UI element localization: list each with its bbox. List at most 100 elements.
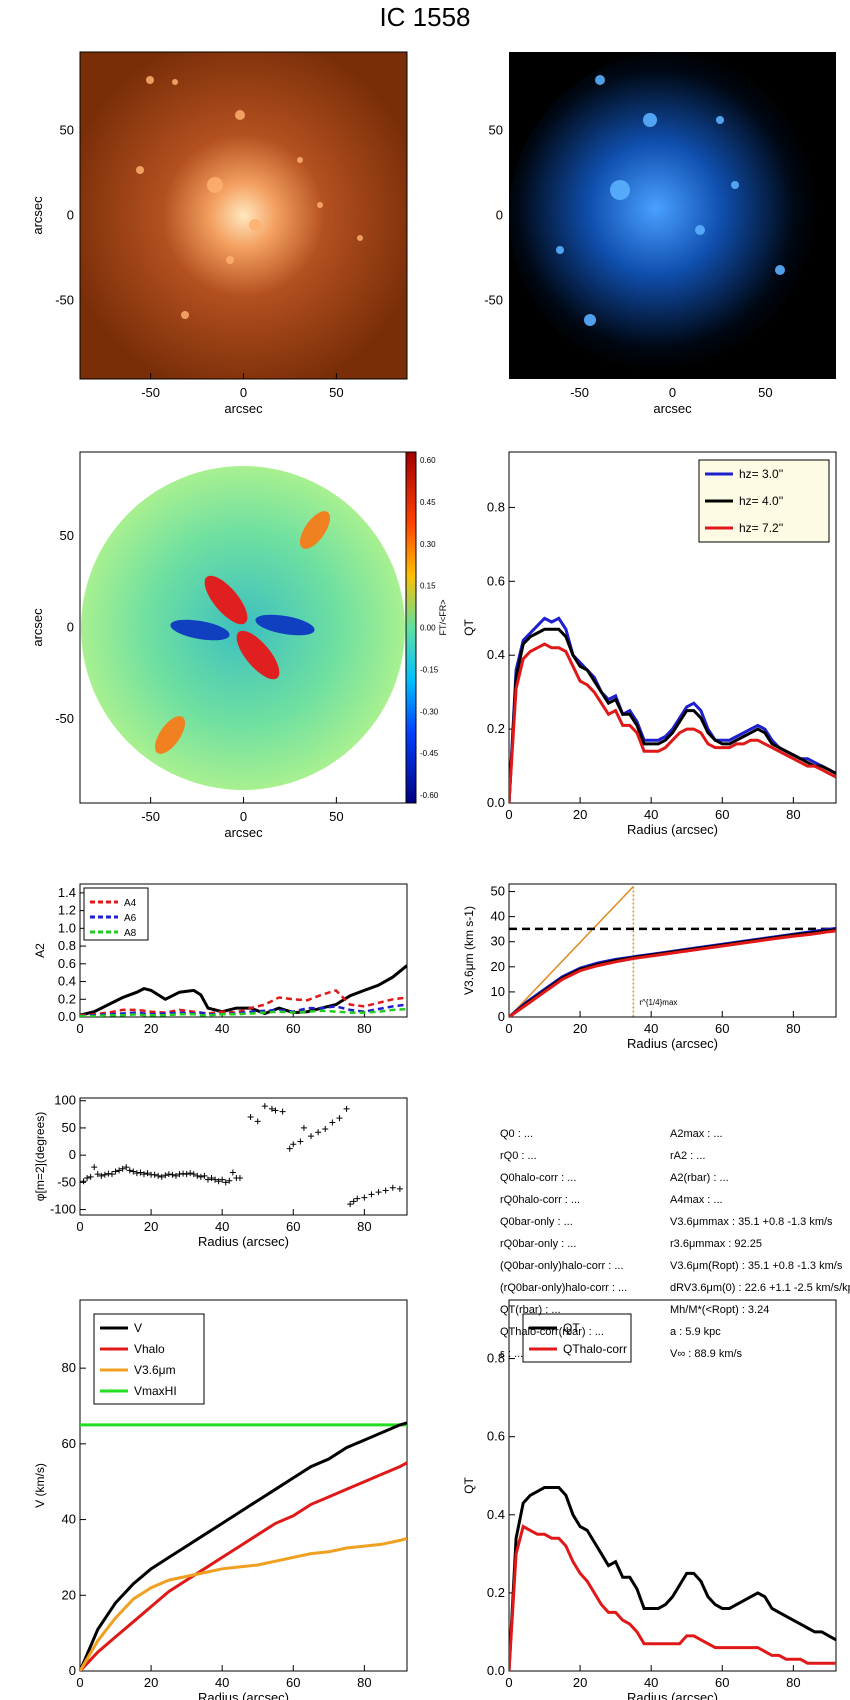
ir-image-panel [509,52,836,379]
fourier-amplitudes-xtick: 20 [144,1021,158,1036]
fourier-amplitudes-ytick: 1.4 [58,885,76,900]
phase-point [279,1108,286,1115]
phase-point [208,1175,215,1181]
fourier-amplitudes-xtick: 40 [215,1021,229,1036]
qt-profiles-series-2 [509,642,836,803]
phase-point [272,1107,279,1114]
phase-point [194,1172,201,1179]
phase-angle-ytick: 50 [62,1120,76,1135]
qt-halo-corr-xtick: 60 [715,1675,729,1690]
rotation-curves-ytick: 80 [62,1360,76,1375]
phase-point [116,1167,123,1174]
phase-point [155,1172,162,1179]
force-ratio-map-ytick: 50 [60,528,74,543]
optical-image-xtick: 0 [240,385,247,400]
rotation-curves-series-1 [80,1461,407,1671]
ir-image-ytick: -50 [484,293,503,308]
fourier-amplitudes-plot-area [80,964,407,1017]
parameter-info-panel: Q0 : ... rQ0 : ... Q0halo-corr : ... rQ0hal… [500,1128,850,1428]
fourier-amplitudes-ytick: 0.0 [58,1009,76,1024]
rotation-3p6-ytick: 40 [491,909,505,924]
phase-point [176,1171,183,1178]
info-right-row: a : 5.9 kpc [670,1326,721,1338]
rotation-curves-xlabel: Radius (arcsec) [198,1690,289,1700]
colorbar-tick: -0.30 [420,707,439,716]
phase-point [322,1126,329,1133]
rotation-curves-xtick: 0 [76,1675,83,1690]
info-left-row: rQ0halo-corr : ... [500,1194,581,1206]
optical-image-xtick: 50 [329,385,343,400]
phase-point [126,1167,133,1174]
phase-point [368,1191,375,1198]
rotation-3p6-xtick: 80 [786,1021,800,1036]
colorbar-tick: 0.45 [420,498,436,507]
colorbar-tick: -0.45 [420,749,439,758]
phase-point [140,1171,147,1178]
force-ratio-lobes [154,511,331,754]
qt-halo-corr-plot-area [509,1486,836,1671]
phase-point [112,1168,119,1175]
qt-halo-corr-chart: 0 20 40 60 80 0.0 0.2 0.4 0.6 0.8 Radius (arcsec) Q… [462,1299,837,1700]
colorbar-tick: -0.15 [420,665,439,674]
phase-angle-xtick: 40 [215,1219,229,1234]
fourier-amplitudes-legend-label: A8 [124,928,137,939]
rotation-curves-xtick: 60 [286,1675,300,1690]
ir-image-xtick: -50 [570,385,589,400]
ir-image-xtick: 0 [669,385,676,400]
phase-point [268,1105,275,1112]
phase-point [98,1172,105,1179]
ir-image-xlabel: arcsec [653,401,692,416]
phase-point [183,1171,190,1178]
phase-point [80,1178,87,1185]
qt-halo-corr-xtick: 20 [573,1675,587,1690]
fourier-amplitudes-ytick: 1.0 [58,920,76,935]
phase-angle-ytick: 100 [54,1093,76,1108]
info-right-row: V3.6μmmax : 35.1 +0.8 -1.3 km/s [670,1216,833,1228]
optical-image-ylabel: arcsec [30,196,45,235]
info-left-row: (Q0bar-only)halo-corr : ... [500,1260,624,1272]
qt-halo-corr-series-1 [509,1524,836,1671]
phase-point [162,1172,169,1179]
rotation-3p6-ytick: 10 [491,984,505,999]
phase-point [343,1105,350,1112]
phase-point [247,1114,254,1121]
info-right-row: V∞ : 88.9 km/s [670,1348,743,1360]
rotation-3p6-ytick: 20 [491,959,505,974]
qt-profiles-xtick: 80 [786,807,800,822]
fourier-amplitudes-legend-label: A6 [124,913,137,924]
fourier-amplitudes-chart: 0 20 40 60 800.00.20.40.60.81.01.21.4A2A4A6A… [33,883,408,1036]
phase-point [84,1175,91,1181]
rotation-curves-legend: V Vhalo V3.6μm VmaxHI [93,1313,205,1405]
qt-halo-corr-ytick: 0.4 [487,1507,505,1522]
phase-angle-xtick: 0 [76,1219,83,1234]
info-right-row: r3.6μmmax : 92.25 [670,1238,762,1250]
colorbar-tick: 0.30 [420,540,436,549]
phase-point [151,1171,158,1178]
qt-profiles-chart: 0 20 40 60 80 0.0 0.2 0.4 0.6 0.8 Radius (arcsec) Q… [462,451,837,837]
fourier-amplitudes-ylabel: A2 [33,943,47,958]
rotation-3p6-ytick: 50 [491,884,505,899]
phase-point [354,1195,361,1202]
rotation-3p6-xtick: 20 [573,1021,587,1036]
qt-profiles-legend-label: hz= 4.0'' [739,494,783,508]
force-ratio-map-xtick: -50 [141,809,160,824]
fourier-amplitudes-series-1 [80,988,407,1017]
phase-point [180,1170,187,1177]
phase-angle-plot-area [80,1103,403,1208]
optical-bright-knots [136,76,363,319]
fourier-amplitudes-ytick: 0.8 [58,938,76,953]
phase-point [123,1164,130,1171]
phase-point [172,1172,179,1179]
phase-point [308,1133,315,1140]
fourier-amplitudes-legend-label: A4 [124,898,137,909]
qt-profiles-ytick: 0.6 [487,573,505,588]
phase-point [329,1119,336,1126]
phase-angle-ylabel: φ[m=2](degrees) [33,1112,47,1201]
fourier-amplitudes-legend: A4 A6 A8 [83,887,149,941]
info-right-row: A4max : ... [670,1194,723,1206]
fourier-amplitudes-frame [79,883,408,1018]
rotation-curves-ytick: 60 [62,1436,76,1451]
phase-angle-xtick: 60 [286,1219,300,1234]
phase-point [347,1201,354,1208]
phase-point [361,1194,368,1201]
